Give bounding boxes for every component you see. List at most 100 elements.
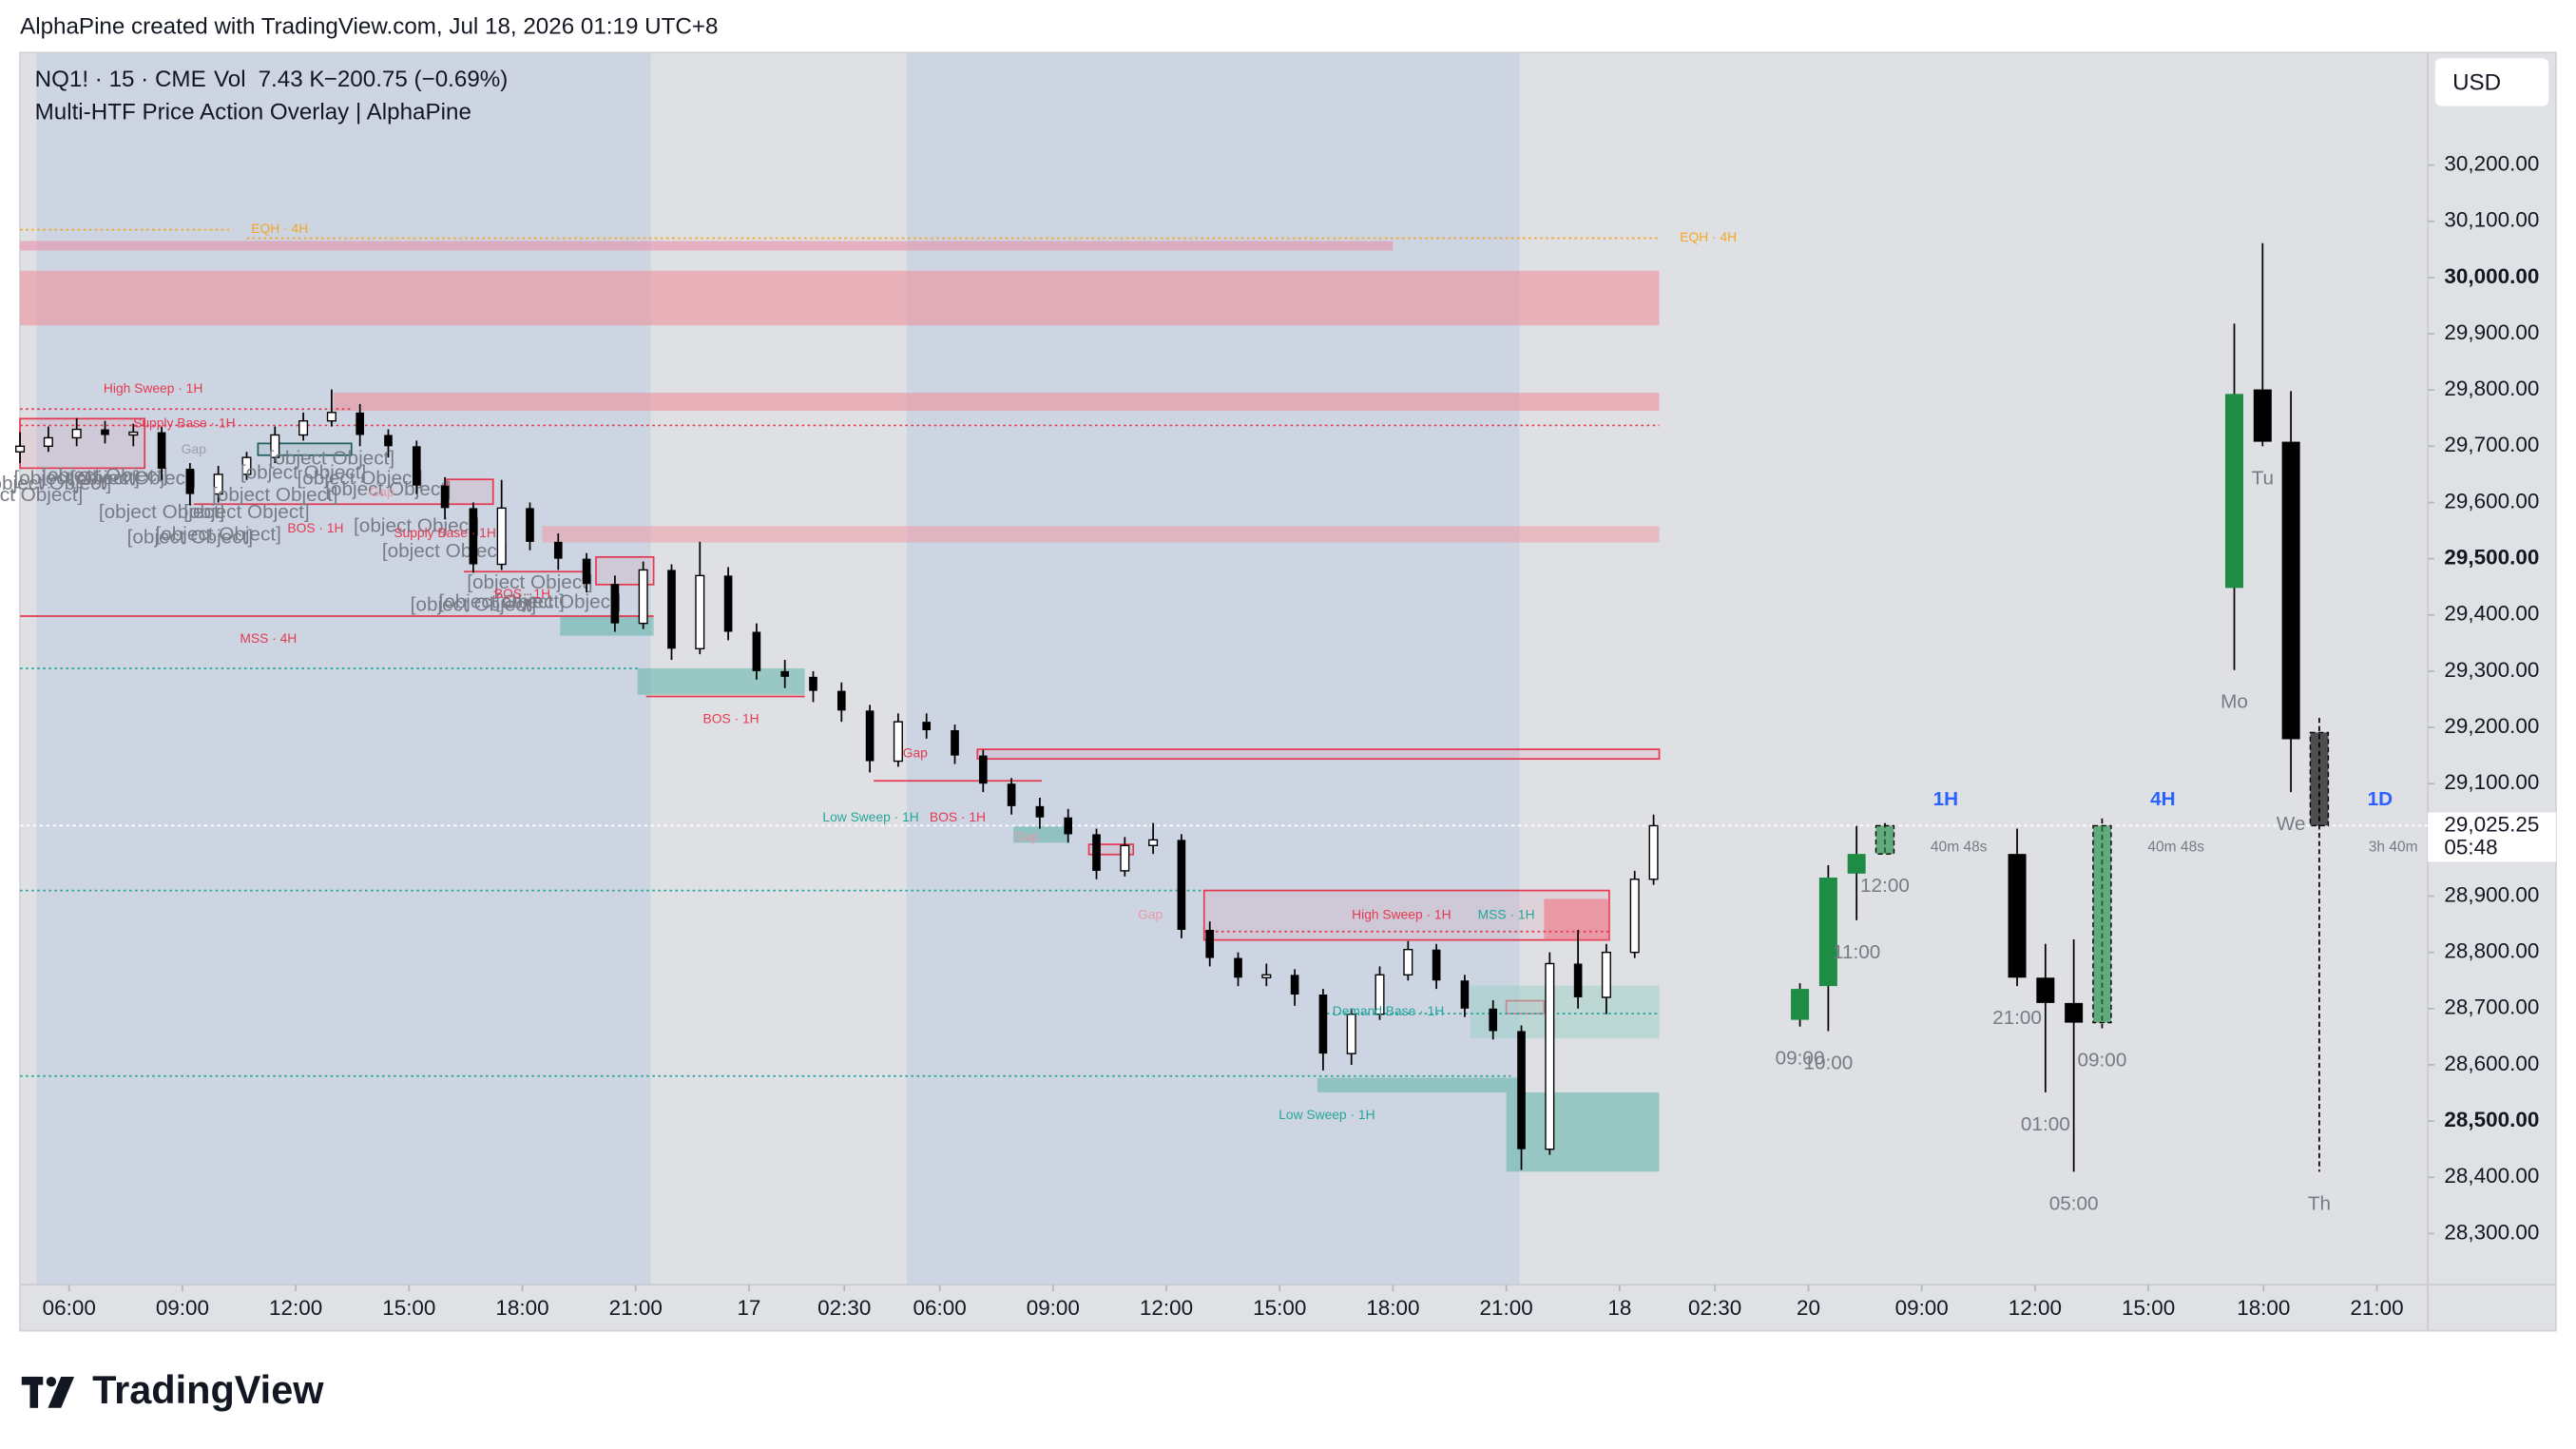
candle-body: [440, 485, 450, 509]
y-tick-label: 29,100.00: [2444, 770, 2539, 794]
candle-body: [610, 584, 620, 624]
zone: [1470, 985, 1660, 1039]
zone: [333, 393, 1660, 412]
indicator-name: Multi-HTF Price Action Overlay | AlphaPi…: [35, 100, 471, 126]
candle-body: [270, 434, 280, 458]
level-label: BOS · 1H: [494, 586, 550, 601]
candle-time-label: 09:00: [1776, 1048, 1825, 1070]
level-label: MSS · 1H: [1478, 906, 1535, 921]
timeframe-title: 4H: [2150, 788, 2176, 810]
y-tick-label: 28,900.00: [2444, 882, 2539, 906]
zone: [637, 667, 805, 695]
candle-time-label: [object Object]: [411, 593, 536, 615]
candle-time-label: [object Object]: [0, 473, 111, 494]
candle-time-label: [object Object]: [354, 515, 479, 537]
candle-body: [1148, 839, 1159, 846]
zone: [1317, 1077, 1520, 1092]
candle-time-label: 05:00: [2049, 1192, 2099, 1214]
x-tick-label: 18:00: [1366, 1296, 1419, 1320]
level-label: Gap: [1138, 906, 1163, 921]
zone: [19, 417, 146, 470]
candle-body: [582, 558, 591, 585]
x-tick-label: 09:00: [156, 1296, 209, 1320]
candle-body: [2092, 824, 2112, 1024]
candle-body: [1791, 989, 1810, 1020]
candle-time-label: [object Object]: [99, 501, 224, 523]
x-tick-label: 02:30: [1688, 1296, 1741, 1320]
y-tick-label: 29,500.00: [2444, 546, 2539, 570]
x-tick-label: 09:00: [1895, 1296, 1949, 1320]
level-label: High Sweep · 1H: [104, 380, 202, 396]
candle-body: [553, 541, 563, 559]
y-tick-label: 30,100.00: [2444, 208, 2539, 232]
candle-body: [2065, 1002, 2084, 1023]
candle-body: [1874, 824, 1895, 855]
change: −200.75 (−0.69%): [324, 67, 509, 92]
candle-body: [752, 631, 761, 671]
volume-label: Vol: [214, 67, 246, 92]
candle-body: [1847, 854, 1866, 874]
candle-body: [1818, 877, 1837, 987]
candle-body: [496, 507, 507, 566]
candle-time-label: [object Object]: [269, 448, 394, 470]
level-label: Low Sweep · 1H: [1278, 1107, 1375, 1122]
chart-frame: [19, 51, 2557, 1332]
currency-button[interactable]: [2433, 56, 2550, 108]
attribution: AlphaPine created with TradingView.com, …: [20, 14, 718, 40]
y-tick-label: 30,000.00: [2444, 264, 2539, 288]
candle-body: [1517, 1031, 1526, 1150]
candle-body: [1629, 879, 1640, 954]
candle-body: [128, 431, 139, 436]
candle-body: [1375, 974, 1385, 1015]
zone: [560, 615, 654, 636]
zone: [20, 270, 1660, 326]
candle-body: [1460, 980, 1470, 1009]
candle-body: [809, 676, 817, 691]
candle-body: [1545, 962, 1555, 1150]
candle-body: [412, 446, 421, 486]
brand-logo: [21, 1376, 75, 1408]
candle-time-label: Th: [2308, 1192, 2331, 1214]
candle-body: [43, 436, 53, 448]
candle-time-label: Tu: [2252, 467, 2274, 489]
candle-time-label: [object Object]: [70, 467, 196, 489]
symbol: NQ1! · 15 · CME: [35, 67, 206, 92]
brand: TradingView: [92, 1367, 324, 1412]
candle-time-label: 12:00: [1860, 875, 1910, 897]
y-tick-label: 28,700.00: [2444, 995, 2539, 1019]
y-tick-label: 28,300.00: [2444, 1220, 2539, 1244]
candle-time-label: 11:00: [1833, 941, 1880, 963]
x-tick-label: 18: [1607, 1296, 1631, 1320]
candle-time-label: [object Object]: [155, 523, 280, 545]
candle-time-label: We: [2277, 813, 2306, 835]
candle-body: [1432, 949, 1441, 981]
x-tick-label: 21:00: [609, 1296, 663, 1320]
candle-time-label: [object Object]: [297, 467, 422, 489]
level-label: BOS · 1H: [930, 809, 986, 824]
candle-body: [893, 721, 903, 763]
candle-body: [2008, 854, 2027, 978]
x-tick-label: 20: [1797, 1296, 1820, 1320]
x-tick-label: 21:00: [2350, 1296, 2403, 1320]
candle-body: [836, 690, 846, 711]
candle-body: [101, 429, 109, 435]
candle-body: [185, 468, 195, 494]
level-label: Gap: [369, 484, 394, 499]
candle-body: [1318, 995, 1328, 1054]
candle-time-label: 21:00: [1992, 1007, 2042, 1029]
x-tick-label: 12:00: [269, 1296, 322, 1320]
x-tick-label: 06:00: [43, 1296, 96, 1320]
candle-body: [71, 428, 82, 439]
candle-body: [2225, 394, 2244, 589]
candle-body: [157, 432, 166, 469]
candle-body: [241, 456, 252, 475]
candle-time-label: [object Object]: [438, 590, 564, 612]
y-tick-label: 29,600.00: [2444, 489, 2539, 512]
candle-time-label: 01:00: [2021, 1113, 2070, 1135]
x-tick-label: 15:00: [2122, 1296, 2175, 1320]
candle-time-label: [object Object]: [495, 590, 621, 612]
y-tick-label: 28,500.00: [2444, 1108, 2539, 1131]
zone: [1544, 898, 1609, 940]
timeframe-title: 1H: [1933, 788, 1959, 810]
y-tick-label: 28,800.00: [2444, 939, 2539, 963]
